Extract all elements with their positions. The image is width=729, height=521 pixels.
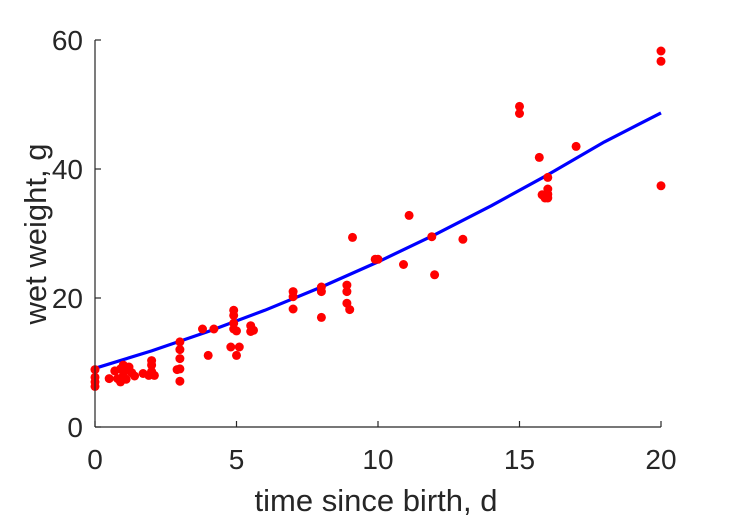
data-point (342, 287, 352, 297)
data-point (288, 287, 298, 297)
plot-area (90, 46, 666, 391)
y-tick-label: 0 (67, 412, 83, 443)
data-point (345, 305, 355, 315)
data-point (175, 337, 185, 347)
data-point (373, 254, 383, 264)
y-tick-label: 20 (52, 283, 83, 314)
data-point (229, 318, 239, 328)
data-point (234, 342, 244, 352)
data-point (203, 350, 213, 360)
data-point (543, 184, 553, 194)
data-point (571, 141, 581, 151)
data-point (316, 282, 326, 292)
x-tick-label: 5 (229, 444, 245, 475)
data-point (209, 324, 219, 334)
fit-curve (94, 111, 662, 370)
data-point (348, 232, 357, 242)
x-tick-label: 15 (504, 444, 535, 475)
data-point (149, 370, 159, 380)
axes: 0 5 10 15 20 0 20 40 60 (52, 25, 677, 475)
data-point (175, 364, 185, 374)
x-tick-label: 0 (87, 444, 103, 475)
data-point (342, 280, 352, 290)
x-tick-label: 20 (645, 444, 676, 475)
data-point (534, 152, 544, 162)
data-point (656, 181, 666, 191)
data-point (121, 374, 131, 384)
data-point (232, 350, 241, 360)
data-point (656, 56, 666, 66)
data-point (198, 324, 207, 334)
data-point (232, 326, 241, 336)
x-axis-label: time since birth, d (255, 483, 498, 518)
data-point (515, 109, 524, 118)
data-point (130, 371, 140, 381)
data-point (226, 342, 236, 352)
data-point (427, 232, 437, 242)
data-point (175, 354, 185, 364)
data-point (249, 325, 258, 335)
data-point (458, 234, 468, 244)
data-point (656, 46, 666, 56)
data-point (175, 376, 185, 386)
data-point (399, 260, 408, 269)
data-point (404, 210, 414, 220)
data-point (430, 270, 440, 280)
y-tick-label: 40 (52, 154, 83, 185)
data-point (147, 356, 157, 366)
y-tick-label: 60 (52, 25, 83, 56)
data-point (288, 304, 298, 314)
x-tick-label: 10 (362, 444, 393, 475)
y-axis-label: wet weight, g (18, 144, 53, 326)
data-point (229, 305, 239, 315)
data-point (104, 374, 114, 384)
data-point (515, 101, 524, 111)
data-point (543, 172, 553, 182)
data-point (175, 345, 185, 355)
data-point (316, 312, 326, 322)
